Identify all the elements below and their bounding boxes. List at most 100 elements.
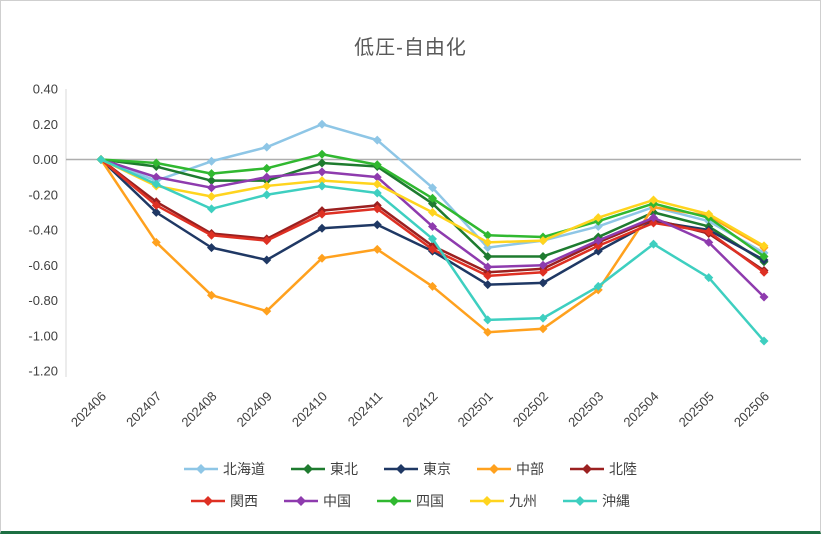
series-marker-icon	[704, 237, 714, 247]
legend: 関西 中国 四国 九州 沖縄	[1, 490, 820, 512]
series-marker-icon	[207, 290, 216, 300]
series-marker-icon	[593, 281, 603, 291]
series-marker-icon	[372, 172, 382, 182]
legend-item-1[interactable]: 北海道	[184, 458, 265, 480]
series-marker-icon	[428, 234, 437, 244]
x-tick-label: 202502	[510, 389, 551, 430]
series-marker-icon	[538, 236, 548, 246]
series-marker-icon	[704, 209, 714, 219]
legend-label: 北陸	[609, 461, 637, 477]
x-tick-label: 202411	[345, 389, 386, 430]
legend-marker-icon	[377, 496, 411, 506]
legend-item-8[interactable]: 四国	[377, 490, 444, 512]
series-marker-icon	[317, 181, 327, 191]
legend-label: 沖縄	[602, 493, 630, 509]
series-marker-icon	[372, 220, 382, 230]
series-marker-icon	[428, 193, 437, 203]
y-tick-label: -0.40	[28, 223, 58, 238]
series-marker-icon	[207, 192, 216, 202]
legend-marker-icon	[470, 496, 504, 506]
y-tick-label: -0.60	[28, 258, 58, 273]
legend-item-4[interactable]: 中部	[477, 458, 544, 480]
series-marker-icon	[262, 181, 272, 191]
series-marker-icon	[207, 169, 216, 179]
series-marker-icon	[207, 176, 216, 186]
series-marker-icon	[704, 227, 714, 237]
series-marker-icon	[428, 183, 437, 193]
x-tick-label: 202409	[234, 389, 275, 430]
chart-title: 低圧-自由化	[354, 37, 467, 59]
x-tick-label: 202406	[68, 389, 109, 430]
legend-item-10[interactable]: 沖縄	[563, 490, 630, 512]
series-marker-icon	[151, 179, 161, 189]
series-marker-icon	[649, 239, 658, 249]
series-marker-icon	[151, 172, 161, 182]
y-tick-label: 0.40	[33, 82, 58, 97]
series-marker-icon	[483, 315, 493, 325]
series-marker-icon	[759, 241, 769, 251]
x-tick-label: 202503	[565, 389, 606, 430]
legend-label: 四国	[416, 493, 444, 509]
x-tick-label: 202410	[289, 389, 330, 430]
series-marker-icon	[483, 271, 493, 281]
series-marker-icon	[372, 244, 382, 254]
series-marker-icon	[759, 251, 769, 261]
series-marker-icon	[317, 167, 327, 177]
legend-item-6[interactable]: 関西	[191, 490, 258, 512]
legend-marker-icon	[570, 464, 604, 474]
x-tick-label: 202505	[676, 389, 717, 430]
series-marker-icon	[538, 251, 548, 261]
legend-marker-icon	[284, 496, 318, 506]
x-tick-label: 202504	[620, 389, 661, 430]
legend-label: 北海道	[223, 461, 265, 477]
legend-item-7[interactable]: 中国	[284, 490, 351, 512]
series-marker-icon	[428, 207, 437, 217]
x-tick-label: 202412	[399, 389, 440, 430]
series-marker-icon	[483, 230, 493, 240]
legend-item-5[interactable]: 北陸	[570, 458, 637, 480]
legend-marker-icon	[191, 496, 225, 506]
series-marker-icon	[704, 273, 714, 283]
series-marker-icon	[372, 135, 382, 145]
legend-item-2[interactable]: 東北	[291, 458, 358, 480]
series-marker-icon	[538, 313, 548, 323]
series-marker-icon	[649, 218, 658, 228]
y-tick-label: 0.20	[33, 117, 58, 132]
y-tick-label: -0.80	[28, 293, 58, 308]
series-marker-icon	[372, 204, 382, 214]
series-marker-icon	[759, 292, 769, 302]
y-tick-label: -1.00	[28, 328, 58, 343]
y-tick-label: -0.20	[28, 187, 58, 202]
series-marker-icon	[262, 163, 272, 173]
y-tick-label: 0.00	[33, 152, 58, 167]
series-marker-icon	[538, 324, 548, 334]
legend-label: 中部	[516, 461, 544, 477]
series-marker-icon	[538, 278, 548, 288]
series-marker-icon	[207, 156, 216, 166]
x-tick-label: 202506	[731, 389, 772, 430]
series-marker-icon	[593, 213, 603, 223]
series-marker-icon	[262, 236, 272, 246]
series-marker-icon	[317, 119, 327, 129]
series-marker-icon	[96, 155, 106, 164]
series-marker-icon	[207, 243, 216, 253]
x-tick-label: 202501	[455, 389, 496, 430]
line-chart: 0.40 0.20 0.00 -0.20 -0.40 -0.60 -0.80 -1.00 -1.…	[28, 82, 801, 430]
series-marker-icon	[317, 209, 327, 219]
legend-item-9[interactable]: 九州	[470, 490, 537, 512]
series-marker-icon	[317, 223, 327, 233]
series-marker-icon	[649, 213, 658, 223]
series-marker-icon	[372, 160, 382, 170]
series-marker-icon	[483, 237, 493, 247]
y-tick-label: -1.20	[28, 364, 58, 379]
series-marker-icon	[483, 251, 493, 261]
series-marker-icon	[262, 306, 272, 316]
legend-marker-icon	[291, 464, 325, 474]
series-marker-icon	[151, 158, 161, 168]
legend: 北海道 東北 東京 中部 北陸	[1, 458, 820, 480]
x-tick-label: 202408	[178, 389, 219, 430]
series-marker-icon	[428, 221, 437, 231]
legend-item-3[interactable]: 東京	[384, 458, 451, 480]
series-marker-icon	[372, 179, 382, 189]
